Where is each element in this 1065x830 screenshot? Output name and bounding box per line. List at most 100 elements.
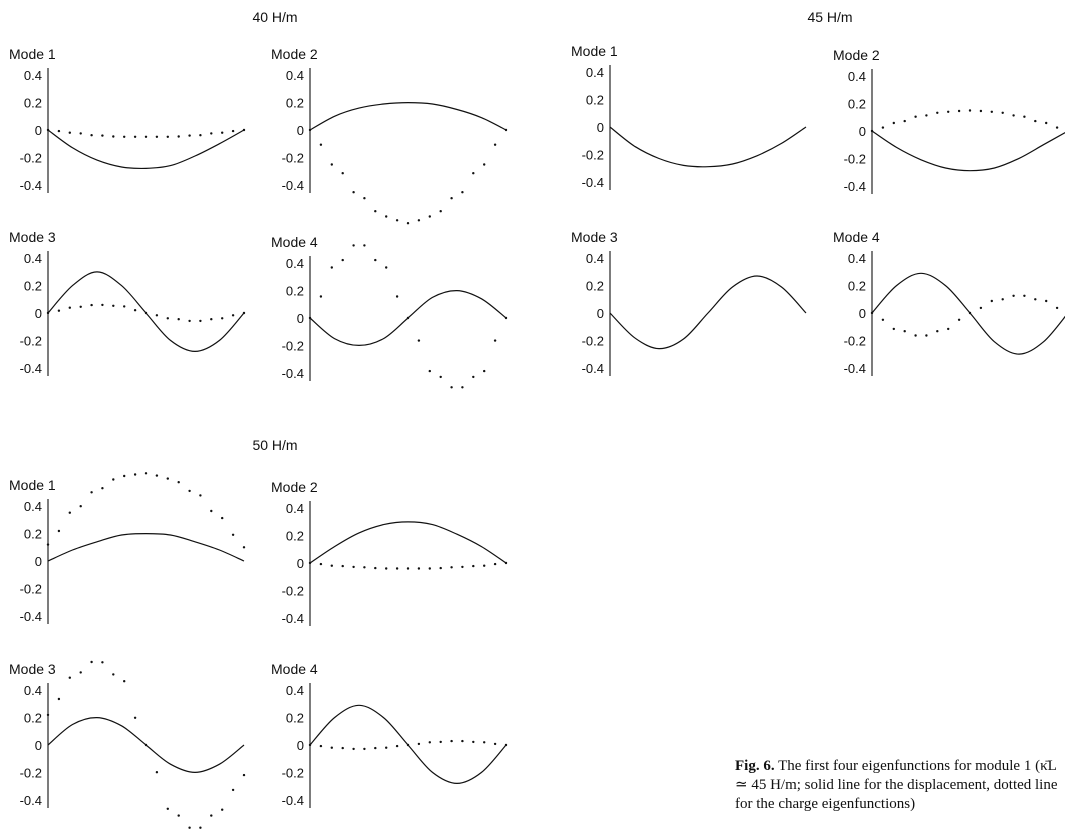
dotted-point-50-h-m-mode-3-8: [133, 716, 137, 719]
dotted-point-40-h-m-mode-2-6: [374, 210, 377, 213]
dotted-point-40-h-m-mode-3-5: [101, 303, 104, 307]
y-tick-label-45-h-m-mode-3-3: -0.2: [582, 334, 604, 349]
y-tick-label-45-h-m-mode-3-0: 0.4: [586, 251, 604, 266]
y-tick-label-50-h-m-mode-2-4: -0.4: [282, 611, 304, 626]
dotted-point-50-h-m-mode-4-6: [374, 746, 377, 750]
dotted-point-40-h-m-mode-1-13: [188, 134, 191, 137]
dotted-point-45-h-m-mode-2-7: [947, 110, 950, 114]
dotted-point-45-h-m-mode-4-1: [881, 318, 885, 321]
dotted-point-45-h-m-mode-4-15: [1034, 298, 1037, 301]
solid-line-45-h-m-mode-2: [871, 130, 1065, 172]
dotted-point-50-h-m-mode-4-16: [483, 741, 486, 744]
y-tick-label-45-h-m-mode-4-4: -0.4: [844, 361, 866, 376]
dotted-point-50-h-m-mode-3-2: [68, 676, 72, 679]
panel-45-h-m-mode-2: Mode 2 0.4 0.2 0 -0.2 -0.4: [833, 47, 1065, 194]
y-tick-label-40-h-m-mode-4-0: 0.4: [286, 256, 304, 271]
dotted-point-45-h-m-mode-2-8: [957, 109, 961, 113]
y-tick-label-45-h-m-mode-3-4: -0.4: [582, 361, 604, 376]
dotted-point-40-h-m-mode-1-5: [101, 134, 104, 137]
dotted-point-40-h-m-mode-3-12: [177, 318, 180, 321]
dotted-point-50-h-m-mode-4-10: [417, 742, 421, 746]
dotted-point-40-h-m-mode-3-11: [166, 317, 169, 320]
y-tick-label-40-h-m-mode-1-1: 0.2: [24, 96, 42, 111]
dotted-point-45-h-m-mode-2-16: [1045, 121, 1048, 125]
dotted-point-40-h-m-mode-4-4: [352, 244, 355, 247]
caption-text: The first four eigenfunctions for module…: [735, 758, 1058, 812]
dotted-point-50-h-m-mode-4-0: [308, 743, 312, 747]
dotted-point-50-h-m-mode-4-13: [450, 739, 453, 743]
dotted-point-40-h-m-mode-3-17: [231, 314, 235, 317]
dotted-point-40-h-m-mode-4-11: [428, 369, 431, 373]
dotted-point-50-h-m-mode-1-6: [112, 478, 115, 481]
dotted-point-40-h-m-mode-3-6: [112, 304, 115, 307]
dotted-point-50-h-m-mode-1-15: [210, 509, 213, 513]
dotted-point-40-h-m-mode-1-2: [68, 131, 72, 134]
dotted-point-45-h-m-mode-4-9: [968, 311, 972, 315]
dotted-point-40-h-m-mode-2-10: [417, 219, 421, 222]
dotted-point-45-h-m-mode-4-6: [936, 330, 939, 333]
dotted-point-45-h-m-mode-2-9: [968, 109, 972, 112]
dotted-point-50-h-m-mode-1-11: [166, 477, 169, 480]
dotted-point-40-h-m-mode-1-6: [112, 135, 115, 138]
dotted-point-45-h-m-mode-2-10: [979, 109, 983, 113]
y-tick-label-50-h-m-mode-1-3: -0.2: [20, 582, 42, 597]
panel-title-40-h-m-mode-3: Mode 3: [9, 229, 56, 245]
dotted-point-45-h-m-mode-4-14: [1023, 294, 1026, 297]
dotted-point-40-h-m-mode-2-17: [493, 143, 497, 146]
figure-caption: Fig. 6. The first four eigenfunctions fo…: [735, 757, 1065, 830]
dotted-point-50-h-m-mode-4-17: [493, 742, 497, 746]
panel-50-h-m-mode-2: Mode 2 0.4 0.2 0 -0.2 -0.4: [271, 479, 508, 626]
y-tick-label-40-h-m-mode-3-4: -0.4: [20, 361, 42, 376]
dotted-point-40-h-m-mode-3-18: [242, 311, 246, 315]
dotted-point-40-h-m-mode-4-8: [395, 295, 399, 298]
dotted-point-50-h-m-mode-3-7: [123, 680, 126, 683]
dotted-point-50-h-m-mode-4-8: [395, 744, 399, 748]
dotted-point-50-h-m-mode-2-14: [461, 565, 464, 569]
dotted-point-40-h-m-mode-4-15: [472, 375, 475, 379]
dotted-point-50-h-m-mode-1-18: [242, 546, 246, 549]
y-tick-label-40-h-m-mode-4-4: -0.4: [282, 366, 304, 381]
panel-40-h-m-mode-2: Mode 2 0.4 0.2 0 -0.2 -0.4: [271, 46, 508, 225]
dotted-point-40-h-m-mode-3-9: [144, 311, 148, 315]
panel-title-50-h-m-mode-2: Mode 2: [271, 479, 318, 495]
dotted-point-50-h-m-mode-1-10: [155, 474, 159, 477]
panel-title-50-h-m-mode-4: Mode 4: [271, 661, 318, 677]
solid-line-45-h-m-mode-3: [609, 275, 807, 350]
dotted-point-50-h-m-mode-2-15: [472, 564, 475, 568]
dotted-point-40-h-m-mode-2-13: [450, 197, 453, 200]
panel-title-50-h-m-mode-3: Mode 3: [9, 661, 56, 677]
solid-line-45-h-m-mode-1: [609, 126, 807, 168]
y-tick-label-45-h-m-mode-4-1: 0.2: [848, 279, 866, 294]
dotted-point-40-h-m-mode-1-16: [221, 131, 224, 134]
dotted-point-40-h-m-mode-3-13: [188, 319, 191, 323]
dotted-point-40-h-m-mode-2-14: [461, 191, 464, 194]
y-tick-label-40-h-m-mode-3-0: 0.4: [24, 251, 42, 266]
y-tick-label-40-h-m-mode-2-4: -0.4: [282, 178, 304, 193]
dotted-point-45-h-m-mode-2-6: [936, 111, 939, 115]
dotted-point-40-h-m-mode-2-5: [363, 197, 366, 200]
dotted-point-40-h-m-mode-4-12: [439, 375, 442, 379]
y-tick-label-50-h-m-mode-2-2: 0: [297, 556, 304, 571]
dotted-point-45-h-m-mode-4-4: [914, 334, 917, 337]
y-tick-label-50-h-m-mode-2-1: 0.2: [286, 529, 304, 544]
dotted-point-50-h-m-mode-1-14: [199, 494, 202, 497]
y-tick-label-40-h-m-mode-1-0: 0.4: [24, 68, 42, 83]
dotted-point-40-h-m-mode-4-1: [319, 295, 323, 298]
dotted-point-50-h-m-mode-4-11: [428, 741, 431, 744]
solid-line-50-h-m-mode-2: [309, 521, 507, 564]
panel-title-40-h-m-mode-1: Mode 1: [9, 46, 56, 62]
dotted-point-45-h-m-mode-2-14: [1023, 115, 1026, 118]
dotted-point-50-h-m-mode-3-4: [90, 660, 93, 664]
y-tick-label-40-h-m-mode-2-3: -0.2: [282, 151, 304, 166]
y-tick-label-50-h-m-mode-3-0: 0.4: [24, 683, 42, 698]
dotted-point-40-h-m-mode-4-17: [493, 339, 497, 342]
dotted-point-50-h-m-mode-4-3: [341, 746, 344, 750]
dotted-point-50-h-m-mode-3-3: [79, 671, 82, 674]
dotted-point-40-h-m-mode-4-10: [417, 339, 421, 342]
y-tick-label-45-h-m-mode-3-1: 0.2: [586, 279, 604, 294]
dotted-point-40-h-m-mode-3-10: [155, 314, 159, 317]
dotted-point-50-h-m-mode-1-1: [57, 529, 61, 533]
y-tick-label-40-h-m-mode-2-0: 0.4: [286, 68, 304, 83]
dotted-point-40-h-m-mode-3-2: [68, 306, 72, 309]
dotted-point-50-h-m-mode-3-1: [57, 697, 61, 701]
